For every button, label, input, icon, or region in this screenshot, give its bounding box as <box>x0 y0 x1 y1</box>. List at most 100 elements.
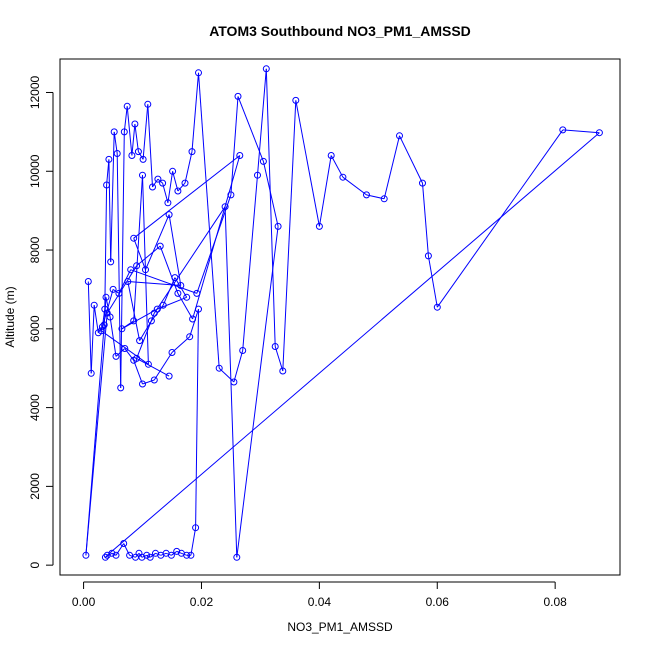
data-point <box>97 327 105 335</box>
series-segment <box>123 543 131 556</box>
data-point <box>187 551 195 559</box>
series-segment <box>106 132 600 556</box>
data-point <box>186 333 194 341</box>
data-point <box>117 384 125 392</box>
y-tick-label: 2000 <box>28 473 42 500</box>
data-point <box>195 305 202 313</box>
series-segment <box>230 96 239 195</box>
series-segment <box>262 161 279 227</box>
data-point <box>139 171 146 179</box>
series-segment <box>131 123 136 156</box>
data-point <box>188 148 196 156</box>
y-tick-label: 12000 <box>28 75 42 109</box>
x-tick-label: 0.06 <box>426 595 450 609</box>
series-segment <box>133 360 143 385</box>
series-segment <box>184 151 193 184</box>
series-segment <box>105 552 113 558</box>
data-point <box>133 354 141 362</box>
data-point <box>177 282 185 289</box>
data-point <box>105 155 113 163</box>
data-point <box>130 317 138 325</box>
data-point <box>221 203 229 211</box>
series-segment <box>138 553 143 558</box>
series-segment <box>142 379 155 385</box>
series-segment <box>101 330 149 365</box>
data-point <box>109 285 117 293</box>
data-point <box>98 323 106 331</box>
series-segment <box>93 305 99 333</box>
data-point <box>271 343 279 350</box>
data-point <box>195 69 202 77</box>
data-point <box>133 262 141 270</box>
data-point <box>127 266 135 274</box>
series-segment <box>109 316 117 357</box>
series-segment <box>295 100 320 227</box>
series-segment <box>85 313 108 556</box>
series-segment <box>147 104 153 188</box>
series-segment <box>191 72 199 152</box>
data-point <box>215 364 223 372</box>
data-point <box>380 195 388 203</box>
data-point <box>136 337 144 345</box>
data-point <box>143 551 151 559</box>
x-tick-label: 0.08 <box>543 595 567 609</box>
series-segment <box>116 153 122 388</box>
data-point <box>181 179 189 187</box>
series-segment <box>422 183 429 256</box>
data-point <box>108 549 116 557</box>
data-point <box>90 301 98 309</box>
data-point <box>433 303 441 311</box>
chart-title: ATOM3 Southbound NO3_PM1_AMSSD <box>209 23 471 39</box>
series-segment <box>274 346 284 372</box>
series-segment <box>108 159 112 262</box>
y-tick-label: 0 <box>28 561 42 568</box>
data-point <box>234 92 242 100</box>
data-point <box>115 289 123 297</box>
data-point <box>103 181 111 189</box>
data-point <box>139 155 147 163</box>
data-point <box>174 187 182 195</box>
data-point <box>274 222 282 230</box>
series-segment <box>110 131 115 262</box>
series-segment <box>134 123 139 152</box>
series-segment <box>198 72 220 369</box>
series-points <box>82 65 603 561</box>
series-segment <box>383 135 400 199</box>
series-segment <box>115 543 125 556</box>
data-point <box>236 152 244 159</box>
data-point <box>110 128 118 136</box>
data-point <box>102 293 110 301</box>
data-point <box>259 157 267 165</box>
series-segment <box>136 245 161 267</box>
data-point <box>419 179 426 187</box>
series-segment <box>104 184 108 310</box>
series-segment <box>136 312 155 359</box>
x-tick-label: 0.00 <box>72 595 96 609</box>
series-segment <box>87 281 92 374</box>
series-segment <box>233 350 244 383</box>
series-segment <box>142 104 149 160</box>
data-point <box>363 191 370 199</box>
series-segment <box>242 175 258 351</box>
data-point <box>171 274 179 282</box>
series-segment <box>106 265 138 314</box>
series-segment <box>123 106 128 132</box>
data-point <box>150 376 158 384</box>
data-point <box>192 524 200 532</box>
data-point <box>279 367 287 375</box>
data-point <box>112 352 120 360</box>
series-segment <box>190 527 197 556</box>
series-segment <box>177 182 186 192</box>
data-point <box>292 96 300 104</box>
series-segment <box>130 269 197 294</box>
data-point <box>183 293 191 301</box>
data-point <box>130 234 138 242</box>
data-point <box>262 65 270 73</box>
series-segment <box>90 305 95 374</box>
data-point <box>559 126 567 134</box>
data-point <box>82 551 90 559</box>
series-segment <box>112 288 120 294</box>
series-segment <box>133 155 241 239</box>
series-segment <box>562 129 600 134</box>
